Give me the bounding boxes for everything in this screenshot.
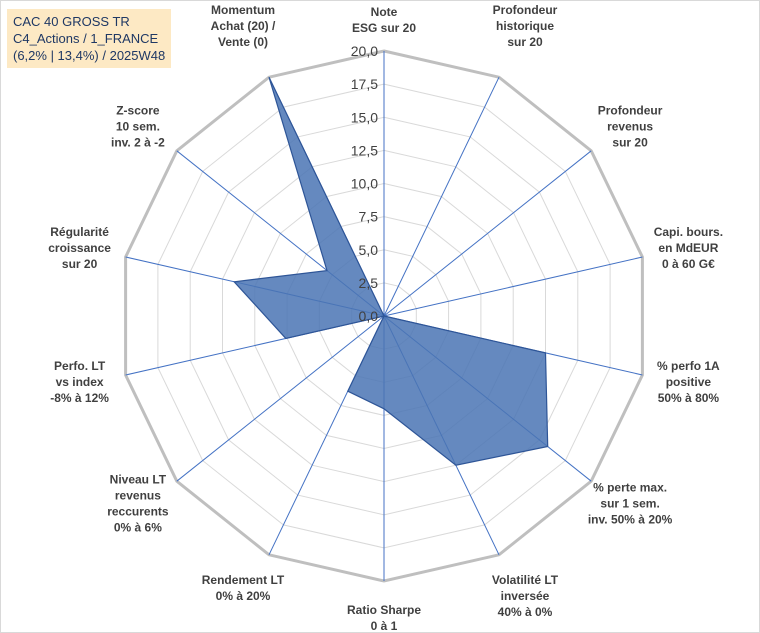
tick-label: 7,5 [359,209,379,225]
chart-title-box: CAC 40 GROSS TR C4_Actions / 1_FRANCE (6… [7,9,172,68]
tick-label: 2,5 [359,275,379,291]
radial-tick-labels: 0,0 2,5 5,0 7,5 10,0 12,5 15,0 17,5 20,0 [351,43,378,324]
axis-label: Momentum Achat (20) / Vente (0) [211,3,276,49]
tick-label: 12,5 [351,142,378,158]
series-area [232,76,549,466]
axis-label: Rendement LT 0% à 20% [202,573,285,603]
axis-label: Note ESG sur 20 [352,5,416,35]
title-line-2: C4_Actions / 1_FRANCE [13,31,159,46]
radar-series [232,76,549,466]
axis-label: Profondeur revenus sur 20 [598,104,663,150]
axis-spoke [383,76,500,317]
tick-label: 0,0 [359,308,379,324]
axis-label: % perfo 1A positive 50% à 80% [657,359,720,405]
tick-label: 20,0 [351,43,378,59]
axis-label: Z-score 10 sem. inv. 2 à -2 [111,104,165,150]
axis-label: Perfo. LT vs index -8% à 12% [50,359,109,405]
axis-spoke [383,256,643,317]
tick-label: 5,0 [359,242,379,258]
axis-label: Ratio Sharpe 0 à 1 [347,603,421,632]
axis-label: Profondeur historique sur 20 [493,3,558,49]
title-line-1: CAC 40 GROSS TR [13,14,130,29]
tick-label: 10,0 [351,176,378,192]
axis-label: Régularité croissance sur 20 [48,225,111,271]
tick-label: 17,5 [351,76,378,92]
axis-labels: Note ESG sur 20 Profondeur historique sur 20… [48,3,723,632]
axis-label: Niveau LT revenus reccurents 0% à 6% [107,472,169,534]
axis-spoke [383,150,592,317]
axis-label: % perte max. sur 1 sem. inv. 50% à 20% [588,480,673,526]
tick-label: 15,0 [351,109,378,125]
axis-spoke [176,315,385,482]
title-line-3: (6,2% | 13,4%) / 2025W48 [13,48,166,63]
axis-label: Capi. bours. en MdEUR 0 à 60 G€ [654,225,723,271]
axis-label: Volatilité LT inversée 40% à 0% [492,573,559,619]
